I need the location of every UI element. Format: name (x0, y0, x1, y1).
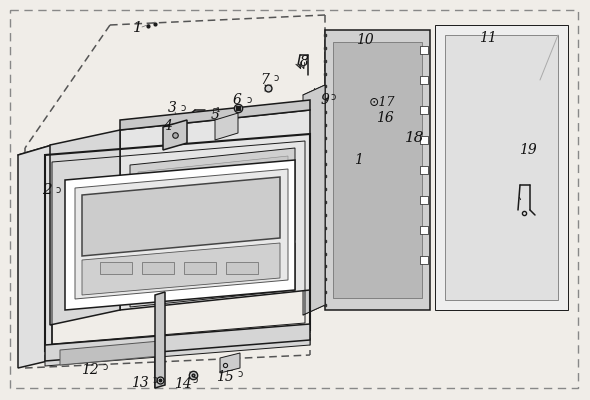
Text: 18: 18 (405, 131, 425, 145)
Polygon shape (325, 30, 430, 310)
Text: ↄ: ↄ (152, 375, 158, 385)
Text: 12: 12 (81, 363, 99, 377)
Polygon shape (45, 324, 310, 361)
Bar (420, 46, 428, 54)
Text: 3: 3 (168, 101, 176, 115)
FancyBboxPatch shape (226, 262, 258, 274)
Text: ↄ: ↄ (273, 73, 278, 83)
Polygon shape (220, 353, 240, 373)
Text: 19: 19 (519, 143, 537, 157)
Polygon shape (50, 130, 120, 325)
Polygon shape (75, 169, 288, 299)
Text: 16: 16 (376, 111, 394, 125)
Text: 10: 10 (356, 33, 374, 47)
Text: ⊙17: ⊙17 (369, 96, 395, 108)
Text: 7: 7 (261, 73, 270, 87)
Text: 1: 1 (215, 107, 219, 113)
Text: 2: 2 (42, 183, 52, 197)
FancyBboxPatch shape (142, 262, 174, 274)
Text: 9: 9 (320, 93, 329, 107)
Text: 4: 4 (163, 119, 172, 133)
Polygon shape (130, 243, 295, 307)
FancyBboxPatch shape (206, 259, 233, 279)
Text: ↄ: ↄ (55, 185, 60, 195)
Polygon shape (82, 177, 280, 256)
Text: 13: 13 (131, 376, 149, 390)
Text: ↄ: ↄ (192, 375, 198, 385)
Bar (420, 166, 428, 174)
Polygon shape (65, 160, 295, 310)
Bar (420, 136, 428, 144)
Bar (420, 196, 428, 204)
Text: 8: 8 (300, 55, 309, 69)
Text: 14: 14 (174, 377, 192, 391)
Text: ↄ: ↄ (237, 369, 242, 379)
Polygon shape (138, 156, 288, 248)
Text: ↄ: ↄ (246, 95, 251, 105)
Polygon shape (82, 243, 280, 295)
Text: 6: 6 (232, 93, 241, 107)
Text: 15: 15 (216, 370, 234, 384)
Polygon shape (303, 85, 325, 315)
Text: 1: 1 (133, 21, 143, 35)
Polygon shape (333, 42, 422, 298)
Bar (420, 106, 428, 114)
Bar (420, 226, 428, 234)
Text: 11: 11 (479, 31, 497, 45)
Polygon shape (445, 35, 558, 300)
Polygon shape (130, 148, 295, 257)
Polygon shape (120, 100, 310, 130)
Polygon shape (155, 292, 165, 388)
Text: ↄ: ↄ (180, 103, 185, 113)
Text: ↄ: ↄ (102, 362, 107, 372)
Polygon shape (45, 334, 310, 366)
FancyBboxPatch shape (174, 259, 201, 279)
FancyBboxPatch shape (184, 262, 216, 274)
FancyBboxPatch shape (100, 262, 132, 274)
Polygon shape (163, 120, 187, 150)
Polygon shape (18, 145, 52, 368)
Text: 5: 5 (211, 108, 219, 122)
Bar (420, 256, 428, 264)
Bar (420, 76, 428, 84)
FancyBboxPatch shape (238, 259, 265, 279)
Text: 1: 1 (353, 153, 362, 167)
Polygon shape (435, 25, 568, 310)
Polygon shape (215, 113, 238, 140)
Polygon shape (120, 110, 310, 310)
Polygon shape (60, 341, 160, 365)
Text: ↄ: ↄ (330, 92, 335, 102)
